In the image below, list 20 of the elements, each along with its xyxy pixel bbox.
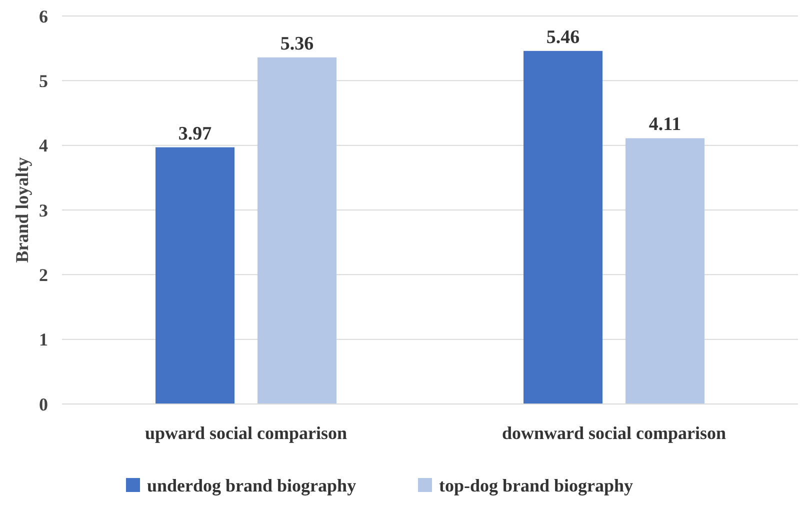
y-axis-title: Brand loyalty: [12, 157, 32, 263]
data-label: 5.46: [546, 26, 580, 48]
y-tick-label: 0: [39, 394, 48, 414]
y-tick-label: 4: [39, 136, 48, 156]
y-tick-label: 5: [39, 70, 48, 91]
bar: [156, 147, 234, 404]
data-label: 5.36: [280, 33, 314, 54]
x-tick-label: downward social comparison: [502, 423, 726, 443]
legend-label: underdog brand biography: [147, 475, 356, 496]
bar: [258, 57, 336, 404]
y-tick-label: 2: [39, 264, 48, 285]
x-tick-label: upward social comparison: [144, 423, 348, 443]
bar: [524, 50, 602, 404]
legend-label: top-dog brand biography: [439, 475, 634, 496]
y-tick-label: 1: [39, 330, 48, 350]
data-label: 4.11: [648, 114, 682, 136]
y-tick-label: 6: [39, 6, 48, 26]
bar: [626, 138, 704, 404]
data-label: 3.97: [178, 123, 212, 144]
y-tick-label: 3: [39, 200, 48, 220]
